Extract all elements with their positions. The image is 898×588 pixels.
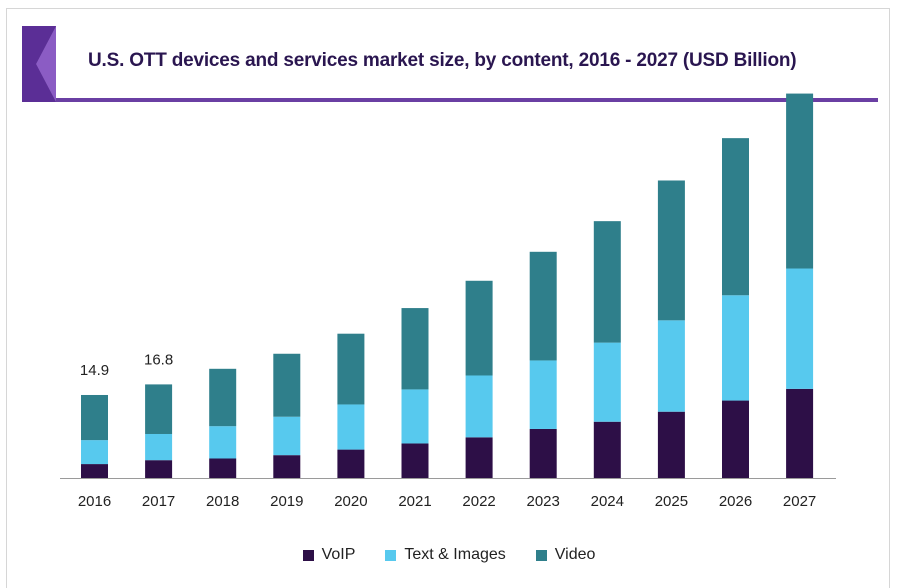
x-tick-label-2022: 2022 bbox=[462, 493, 495, 510]
bar-video-2017 bbox=[145, 384, 173, 434]
bar-text-images-2022 bbox=[465, 375, 493, 438]
bar-text-images-2025 bbox=[657, 320, 685, 412]
legend-item-video: Video bbox=[535, 546, 596, 564]
bar-text-images-2021 bbox=[401, 389, 429, 444]
bar-video-2021 bbox=[401, 308, 429, 390]
chart-title: U.S. OTT devices and services market siz… bbox=[88, 50, 797, 71]
title-underline bbox=[56, 98, 878, 102]
data-label-2017: 16.8 bbox=[144, 351, 173, 368]
bar-video-2020 bbox=[337, 333, 365, 405]
bar-voip-2027 bbox=[786, 388, 814, 478]
bar-video-2027 bbox=[786, 93, 814, 269]
bar-text-images-2020 bbox=[337, 404, 365, 450]
legend-label-voip: VoIP bbox=[321, 546, 356, 563]
x-tick-label-2027: 2027 bbox=[783, 493, 816, 510]
bar-video-2026 bbox=[722, 138, 749, 296]
brand-logo-icon bbox=[22, 26, 56, 102]
bar-voip-2026 bbox=[722, 400, 749, 478]
bar-voip-2020 bbox=[337, 449, 365, 478]
bar-text-images-2026 bbox=[722, 295, 749, 401]
x-tick-label-2016: 2016 bbox=[78, 493, 111, 510]
x-tick-label-2018: 2018 bbox=[206, 493, 239, 510]
bar-text-images-2018 bbox=[209, 426, 237, 459]
bar-voip-2019 bbox=[273, 455, 301, 478]
bar-video-2019 bbox=[273, 353, 301, 417]
bar-voip-2017 bbox=[145, 460, 173, 478]
legend-item-text-images: Text & Images bbox=[385, 546, 506, 564]
x-tick-label-2017: 2017 bbox=[142, 493, 175, 510]
x-tick-label-2020: 2020 bbox=[334, 493, 367, 510]
bar-voip-2022 bbox=[465, 437, 493, 478]
bar-text-images-2024 bbox=[593, 342, 621, 422]
legend-swatch-video bbox=[535, 549, 547, 561]
bar-voip-2023 bbox=[529, 428, 557, 478]
legend-swatch-voip bbox=[302, 549, 314, 561]
bar-video-2025 bbox=[657, 180, 685, 321]
bar-video-2016 bbox=[81, 394, 108, 441]
bar-text-images-2019 bbox=[273, 416, 301, 456]
bar-video-2022 bbox=[465, 280, 493, 376]
bar-voip-2016 bbox=[81, 464, 108, 478]
chart-legend: VoIP Text & Images Video bbox=[0, 543, 898, 567]
bar-text-images-2017 bbox=[145, 433, 173, 461]
legend-item-voip: VoIP bbox=[302, 546, 356, 564]
legend-label-video: Video bbox=[554, 546, 596, 563]
x-tick-label-2024: 2024 bbox=[591, 493, 624, 510]
x-tick-label-2019: 2019 bbox=[270, 493, 303, 510]
x-tick-label-2021: 2021 bbox=[398, 493, 431, 510]
bar-voip-2025 bbox=[657, 411, 685, 478]
data-label-2016: 14.9 bbox=[80, 362, 109, 379]
legend-swatch-text-images bbox=[385, 549, 397, 561]
bar-text-images-2027 bbox=[786, 268, 814, 389]
x-tick-label-2025: 2025 bbox=[655, 493, 688, 510]
x-tick-label-2026: 2026 bbox=[719, 493, 752, 510]
bar-video-2023 bbox=[529, 251, 557, 361]
bar-voip-2021 bbox=[401, 443, 429, 478]
chart-header: U.S. OTT devices and services market siz… bbox=[22, 26, 878, 104]
bar-video-2018 bbox=[209, 368, 237, 427]
bar-voip-2018 bbox=[209, 458, 237, 478]
x-tick-label-2023: 2023 bbox=[527, 493, 560, 510]
bar-video-2024 bbox=[593, 221, 621, 343]
bar-text-images-2016 bbox=[81, 440, 108, 465]
legend-label-text-images: Text & Images bbox=[404, 546, 506, 563]
bar-text-images-2023 bbox=[529, 360, 557, 429]
bar-voip-2024 bbox=[593, 421, 621, 478]
